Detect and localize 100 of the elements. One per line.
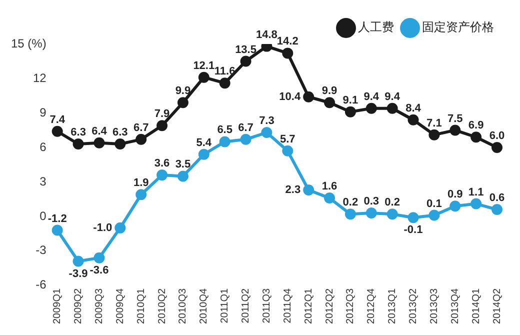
x-tick-label: 2013Q1 bbox=[387, 288, 398, 324]
data-label: 0.9 bbox=[447, 188, 463, 201]
point bbox=[450, 200, 461, 212]
x-tick-label: 2012Q4 bbox=[366, 288, 378, 324]
y-tick-label: -6 bbox=[36, 278, 47, 292]
data-label: 1.6 bbox=[322, 180, 338, 193]
x-tick-label: 2009Q2 bbox=[73, 288, 84, 324]
point bbox=[94, 252, 105, 264]
x-tick-label: 2012Q1 bbox=[303, 288, 314, 324]
data-label: 6.9 bbox=[468, 120, 484, 132]
x-tick-label: 2011Q3 bbox=[261, 288, 272, 324]
x-tick-label: 2013Q2 bbox=[408, 288, 420, 324]
data-label: 7.3 bbox=[259, 115, 274, 128]
data-label: 9.4 bbox=[384, 90, 401, 103]
data-label: 14.2 bbox=[276, 36, 298, 48]
y-tick-label: 15 (%) bbox=[11, 36, 46, 50]
data-label: 13.5 bbox=[235, 44, 256, 56]
point bbox=[114, 222, 126, 234]
data-label: 3.5 bbox=[175, 158, 191, 171]
x-tick-label: 2013Q4 bbox=[450, 288, 461, 324]
data-label: 9.9 bbox=[322, 85, 338, 98]
legend-label: 固定资产价格 bbox=[422, 20, 494, 34]
point bbox=[344, 106, 356, 118]
point bbox=[470, 198, 482, 210]
data-label: 6.4 bbox=[92, 125, 108, 138]
point bbox=[470, 132, 482, 143]
point bbox=[492, 204, 502, 216]
point bbox=[386, 208, 398, 220]
point bbox=[261, 127, 272, 138]
x-tick-label: 2009Q1 bbox=[52, 288, 64, 324]
point bbox=[492, 142, 502, 153]
x-tick-label: 2010Q1 bbox=[136, 288, 147, 324]
x-tick-label: 2011Q1 bbox=[220, 288, 231, 324]
y-tick-label: 3 bbox=[40, 174, 47, 188]
data-label: 0.3 bbox=[364, 196, 380, 208]
point bbox=[240, 56, 252, 67]
x-tick-label: 2014Q1 bbox=[470, 288, 482, 324]
point bbox=[198, 148, 210, 160]
point bbox=[219, 78, 230, 89]
point bbox=[177, 170, 188, 182]
point bbox=[240, 134, 252, 145]
data-label: 8.4 bbox=[406, 102, 422, 114]
data-label: 10.4 bbox=[279, 90, 302, 103]
point bbox=[156, 120, 168, 132]
data-label: -1.2 bbox=[48, 212, 67, 225]
y-tick-label: 6 bbox=[40, 140, 47, 154]
data-label: 7.1 bbox=[426, 117, 442, 130]
data-label: 5.7 bbox=[280, 133, 296, 146]
data-label: 6.5 bbox=[217, 124, 232, 136]
x-tick-label: 2009Q4 bbox=[114, 288, 126, 324]
point bbox=[282, 145, 294, 156]
data-label: 12.1 bbox=[193, 60, 215, 72]
point bbox=[177, 97, 188, 108]
data-label: 6.0 bbox=[489, 130, 505, 142]
x-tick-label: 2010Q2 bbox=[156, 288, 168, 324]
data-label: 7.5 bbox=[447, 112, 463, 125]
data-label: -1.0 bbox=[93, 222, 112, 234]
point bbox=[136, 134, 147, 145]
x-tick-label: 2010Q4 bbox=[198, 288, 210, 324]
point bbox=[72, 138, 84, 150]
data-label: 0.1 bbox=[426, 198, 442, 210]
point bbox=[136, 189, 147, 200]
data-label: 1.9 bbox=[133, 177, 149, 190]
point bbox=[450, 124, 461, 136]
point bbox=[303, 91, 314, 102]
point bbox=[156, 170, 168, 181]
point bbox=[366, 102, 377, 114]
data-label: 7.4 bbox=[50, 114, 66, 126]
point bbox=[282, 48, 294, 59]
point bbox=[72, 256, 84, 267]
data-label: 1.1 bbox=[468, 186, 484, 198]
data-label: 0.6 bbox=[489, 192, 505, 204]
point bbox=[366, 207, 377, 218]
point bbox=[52, 224, 63, 236]
x-tick-label: 2009Q3 bbox=[94, 288, 105, 324]
y-tick-label: -3 bbox=[36, 243, 47, 258]
data-label: 0.2 bbox=[342, 196, 358, 209]
data-label: -3.9 bbox=[68, 268, 88, 280]
x-tick-label: 2011Q2 bbox=[240, 288, 252, 324]
x-tick-label: 2014Q2 bbox=[492, 288, 503, 324]
point bbox=[428, 129, 440, 140]
x-tick-label: 2012Q2 bbox=[324, 288, 336, 324]
point bbox=[428, 210, 440, 221]
point bbox=[386, 102, 398, 114]
legend-label: 人工费 bbox=[358, 20, 394, 34]
point bbox=[324, 97, 336, 108]
y-tick-label: 12 bbox=[32, 70, 47, 85]
x-tick-label: 2011Q4 bbox=[282, 288, 294, 324]
data-label: 7.9 bbox=[154, 108, 170, 120]
data-label: 2.3 bbox=[285, 184, 301, 196]
data-label: 14.8 bbox=[256, 28, 278, 41]
data-label: 9.9 bbox=[175, 85, 191, 98]
data-label: 0.2 bbox=[384, 196, 400, 209]
point bbox=[303, 184, 314, 196]
data-label: -0.1 bbox=[404, 224, 423, 236]
data-label: 6.3 bbox=[70, 126, 86, 139]
point bbox=[324, 192, 336, 204]
data-label: 6.7 bbox=[133, 122, 149, 134]
x-tick-label: 2013Q3 bbox=[428, 288, 440, 324]
point bbox=[408, 114, 419, 126]
